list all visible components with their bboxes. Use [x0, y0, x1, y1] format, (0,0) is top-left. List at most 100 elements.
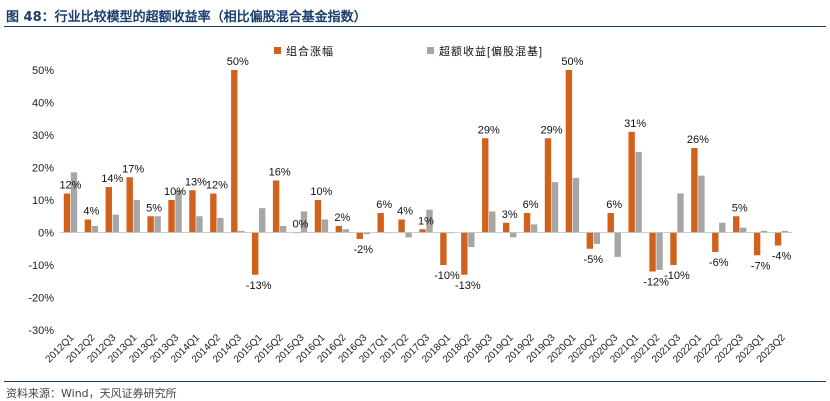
data-labels: 12%4%14%17%5%10%13%12%50%-13%16%0%10%2%-… — [59, 56, 791, 292]
bar-portfolio-return — [63, 193, 71, 233]
bar-portfolio-return — [356, 232, 363, 239]
title-rule — [4, 26, 826, 27]
bar-portfolio-return — [691, 148, 698, 233]
data-label: 5% — [146, 202, 162, 214]
bar-portfolio-return — [147, 216, 154, 233]
bar-excess-return — [154, 216, 161, 233]
bar-portfolio-return — [210, 193, 217, 233]
data-label: 4% — [397, 206, 413, 218]
bar-portfolio-return — [105, 187, 112, 233]
y-tick-label: 20% — [32, 163, 54, 175]
legend: 组合涨幅 超额收益[偏股混基] — [274, 44, 542, 58]
y-tick-label: 0% — [38, 228, 54, 240]
data-label: 6% — [606, 199, 622, 211]
y-tick-label: -30% — [28, 325, 54, 337]
bar-portfolio-return — [712, 232, 719, 252]
bar-excess-return — [175, 190, 182, 233]
bar-excess-return — [677, 193, 684, 233]
bar-excess-return — [112, 214, 119, 233]
bar-portfolio-return — [126, 177, 133, 233]
bar-excess-return — [614, 232, 621, 257]
bar-portfolio-return — [753, 232, 761, 256]
bar-excess-return — [509, 232, 517, 238]
y-tick-label: -10% — [28, 260, 54, 272]
bar-portfolio-return — [523, 213, 531, 233]
x-axis: 2012Q12012Q22012Q32013Q12013Q22013Q32014… — [44, 332, 788, 365]
bar-excess-return — [489, 211, 496, 233]
bar-portfolio-return — [419, 229, 426, 233]
bar-excess-return — [698, 175, 705, 233]
data-label: 1% — [418, 215, 434, 227]
data-label: 5% — [732, 202, 748, 214]
data-label: 10% — [164, 186, 186, 198]
data-label: 17% — [122, 163, 144, 175]
data-label: 16% — [269, 167, 291, 179]
y-tick-label: 30% — [32, 130, 54, 142]
bar-excess-return — [133, 200, 140, 233]
data-label: 50% — [227, 56, 249, 68]
bar-excess-return — [70, 172, 78, 233]
bar-excess-return — [91, 226, 99, 233]
legend-swatch-portfolio — [274, 47, 281, 54]
bar-excess-return — [760, 230, 768, 233]
data-label: 6% — [523, 199, 539, 211]
data-label: 29% — [540, 124, 562, 136]
data-label: 13% — [185, 176, 207, 188]
bar-excess-return — [196, 216, 203, 233]
data-label: -12% — [643, 277, 669, 289]
data-label: 31% — [624, 118, 646, 130]
data-label: -10% — [664, 270, 690, 282]
source-note: 资料来源：Wind，天风证券研究所 — [6, 387, 177, 400]
bar-portfolio-return — [251, 232, 259, 275]
data-label: 12% — [59, 180, 81, 192]
bar-portfolio-return — [607, 213, 614, 233]
bar-excess-return — [572, 177, 580, 233]
data-label: 2% — [334, 212, 350, 224]
bar-excess-return — [238, 230, 245, 233]
data-label: -5% — [584, 254, 604, 266]
bar-portfolio-return — [314, 200, 322, 233]
data-label: 50% — [561, 56, 583, 68]
y-tick-label: 50% — [32, 65, 54, 77]
data-label: -7% — [751, 260, 771, 272]
data-label: 26% — [687, 134, 709, 146]
bar-portfolio-return — [586, 232, 594, 249]
y-axis: 50% 40% 30% 20% 10% 0% -10% -20% -30% — [28, 65, 54, 337]
y-tick-label: 10% — [32, 195, 54, 207]
bar-portfolio-return — [168, 200, 175, 233]
y-tick-label: -20% — [28, 293, 54, 305]
legend-swatch-excess — [427, 47, 434, 54]
bar-excess-return — [740, 227, 747, 233]
data-label: 14% — [101, 173, 123, 185]
bar-portfolio-return — [544, 138, 552, 233]
bar-excess-return — [405, 232, 412, 238]
data-label: 0% — [293, 219, 309, 231]
bar-excess-return — [342, 229, 350, 233]
data-label: -10% — [434, 270, 460, 282]
data-label: 29% — [478, 124, 500, 136]
bar-portfolio-return — [335, 226, 343, 233]
bar-excess-return — [635, 151, 642, 233]
data-label: 3% — [502, 209, 518, 221]
bar-excess-return — [363, 232, 370, 235]
bar-portfolio-return — [231, 70, 238, 233]
bar-excess-return — [468, 232, 475, 248]
bar-portfolio-return — [502, 222, 510, 233]
bar-portfolio-return — [398, 219, 405, 233]
bar-portfolio-return — [565, 70, 573, 233]
footer-rule — [4, 381, 826, 382]
bar-portfolio-return — [272, 180, 280, 233]
bar-excess-return — [593, 232, 601, 244]
bar-portfolio-return — [628, 131, 635, 233]
bar-portfolio-return — [84, 219, 92, 233]
bar-excess-return — [300, 211, 308, 233]
bar-portfolio-return — [649, 232, 656, 272]
data-label: 12% — [206, 180, 228, 192]
bar-portfolio-return — [733, 216, 740, 233]
bar-excess-return — [321, 219, 329, 233]
data-label: 10% — [310, 186, 332, 198]
bar-portfolio-return — [774, 232, 782, 246]
chart-bars — [63, 70, 789, 275]
figure-title: 图 48：行业比较模型的超额收益率（相比偏股混合基金指数） — [6, 10, 367, 25]
data-label: 6% — [376, 199, 392, 211]
